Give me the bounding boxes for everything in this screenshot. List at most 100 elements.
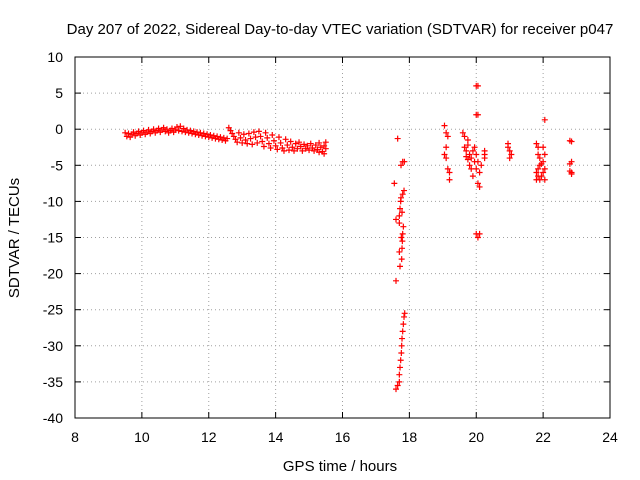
data-point: [461, 133, 468, 140]
data-point: [396, 220, 403, 227]
data-point: [476, 230, 483, 237]
y-tick-label: -40: [43, 410, 63, 426]
y-tick-label: -10: [43, 193, 63, 209]
data-point: [163, 126, 170, 133]
data-point: [287, 138, 294, 145]
data-point: [466, 151, 473, 158]
y-axis-title: SDTVAR / TECUs: [6, 178, 23, 298]
data-point: [393, 386, 399, 393]
data-point: [294, 145, 301, 152]
x-tick-label: 16: [335, 429, 351, 445]
y-tick-label: -5: [51, 157, 64, 173]
data-point: [235, 129, 242, 136]
data-point: [265, 140, 272, 147]
data-point: [175, 127, 182, 134]
data-point: [505, 144, 512, 151]
data-point: [399, 209, 406, 216]
data-point: [533, 169, 540, 176]
y-tick-label: 0: [55, 121, 63, 137]
plot-frame: [74, 56, 611, 419]
data-point: [393, 216, 399, 223]
data-point: [398, 194, 405, 201]
data-point: [401, 310, 408, 317]
data-point: [274, 146, 281, 153]
data-point: [398, 234, 405, 241]
data-point: [474, 111, 481, 118]
data-point: [150, 126, 157, 133]
data-point: [461, 144, 468, 151]
data-point: [540, 169, 547, 176]
data-point: [145, 126, 152, 133]
data-point: [444, 165, 451, 172]
grid: [75, 57, 610, 418]
data-point: [316, 139, 323, 146]
data-point: [125, 130, 132, 137]
y-tick-label: -35: [43, 374, 63, 390]
data-point: [396, 371, 403, 378]
x-tick-label: 20: [468, 429, 484, 445]
data-point: [307, 140, 314, 147]
data-point: [272, 142, 279, 149]
data-point: [260, 143, 267, 150]
data-point: [259, 138, 266, 145]
data-point: [255, 128, 262, 135]
x-tick-label: 8: [71, 429, 79, 445]
x-tick-label: 22: [535, 429, 551, 445]
data-point: [399, 230, 406, 237]
data-point: [160, 124, 167, 131]
data-point: [247, 135, 254, 142]
data-point: [264, 134, 271, 141]
data-point: [397, 357, 404, 364]
data-point: [224, 135, 231, 142]
data-point: [322, 145, 329, 152]
data-point: [398, 256, 405, 263]
data-point: [400, 321, 407, 328]
data-point: [443, 144, 450, 151]
chart-title: Day 207 of 2022, Sidereal Day-to-day VTE…: [67, 21, 614, 38]
data-point: [321, 150, 328, 157]
data-point: [244, 140, 251, 147]
data-point: [122, 129, 129, 136]
data-point: [401, 187, 408, 194]
data-point: [568, 170, 575, 177]
data-point: [469, 147, 476, 154]
data-point: [398, 162, 405, 169]
data-point: [540, 144, 547, 151]
data-point: [304, 142, 311, 149]
data-point: [401, 313, 408, 320]
data-point: [297, 143, 304, 150]
data-point: [254, 139, 261, 146]
data-point: [443, 155, 450, 162]
x-tick-label: 10: [134, 429, 150, 445]
data-point: [471, 144, 478, 151]
data-point: [568, 138, 575, 145]
data-point: [393, 277, 399, 284]
data-point: [400, 223, 407, 230]
data-point: [464, 137, 471, 144]
data-point: [240, 131, 247, 138]
tick-labels: 8 10 12 14 16 18 20 22 24 10 5 0 -5 -10 -15 -20 -25 -30 -3…: [43, 49, 618, 445]
data-point: [566, 160, 573, 167]
data-point: [180, 125, 187, 132]
data-point: [399, 335, 406, 342]
data-point: [239, 139, 246, 146]
data-point: [299, 147, 306, 154]
data-point: [245, 130, 252, 137]
data-point: [394, 382, 401, 389]
data-point: [301, 141, 308, 148]
y-tick-label: 5: [55, 85, 63, 101]
data-point: [476, 183, 483, 190]
y-tick-label: -30: [43, 338, 63, 354]
data-point: [473, 151, 480, 158]
data-point: [474, 180, 481, 187]
data-point: [396, 248, 403, 255]
data-point: [397, 205, 404, 212]
data-point: [269, 131, 276, 138]
data-point: [168, 125, 175, 132]
data-point: [444, 133, 451, 140]
data-point: [473, 165, 480, 172]
data-point: [394, 135, 401, 142]
data-point: [541, 176, 548, 183]
data-point: [398, 342, 405, 349]
data-point: [446, 176, 453, 183]
